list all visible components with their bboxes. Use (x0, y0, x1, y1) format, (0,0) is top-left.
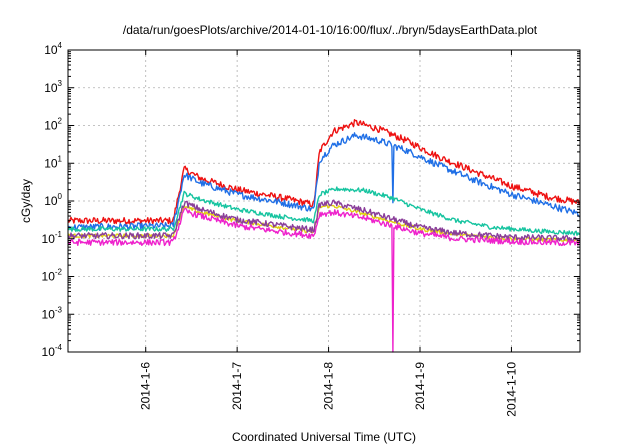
series-line-3 (67, 204, 581, 243)
series-line-5 (67, 207, 581, 353)
y-tick-label: 101 (44, 154, 62, 170)
x-axis-label: Coordinated Universal Time (UTC) (232, 430, 416, 444)
y-tick-label: 10-4 (42, 343, 63, 359)
series-line-1 (67, 132, 581, 232)
y-tick-label: 10-2 (42, 268, 63, 284)
x-tick-label: 2014-1-9 (413, 362, 427, 410)
chart-title: /data/run/goesPlots/archive/2014-01-10/1… (123, 23, 538, 37)
y-tick-label: 10-3 (42, 305, 63, 321)
y-tick-label: 103 (44, 79, 62, 95)
y-axis-label: cGy/day (19, 179, 33, 223)
y-tick-label: 102 (44, 117, 62, 133)
series-layer (67, 119, 581, 353)
x-tick-label: 2014-1-6 (139, 362, 153, 410)
y-tick-label: 104 (44, 41, 62, 57)
y-tick-label: 10-1 (42, 230, 63, 246)
series-line-4 (67, 199, 581, 242)
ticks: 2014-1-6 2014-1-7 2014-1-8 2014-1-9 2014-1-1… (42, 41, 580, 417)
series-line-2 (67, 186, 581, 236)
y-tick-label: 100 (44, 192, 62, 208)
x-tick-label: 2014-1-10 (504, 362, 518, 417)
x-tick-label: 2014-1-7 (230, 362, 244, 410)
grid (68, 50, 580, 352)
series-line-0 (67, 119, 581, 225)
x-tick-label: 2014-1-8 (322, 362, 336, 410)
